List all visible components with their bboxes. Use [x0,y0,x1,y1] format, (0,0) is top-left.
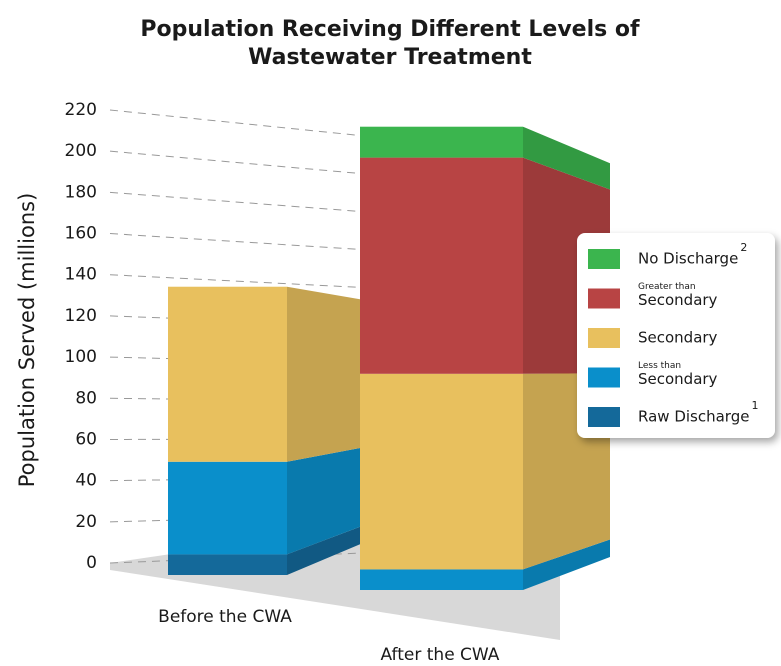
x-tick-label: Before the CWA [158,607,292,627]
y-tick-label: 80 [75,388,97,408]
y-axis-title: Population Served (millions) [15,193,39,488]
grid-line [109,191,591,230]
bar-side [523,539,610,590]
grid-line [109,233,591,265]
y-tick-label: 180 [65,182,97,202]
y-tick-label: 220 [65,100,97,120]
legend-label: Secondary [638,329,718,347]
legend-label: Raw Discharge [638,408,749,426]
legend-swatch [588,288,620,309]
legend-label: Secondary [638,291,718,309]
bar-side [287,286,360,462]
legend-footnote: 2 [740,241,747,254]
legend-swatch [588,407,620,427]
bar-side [523,126,610,190]
y-tick-label: 160 [65,224,97,244]
chart-title: Population Receiving Different Levels of [140,17,640,42]
bar-segment [168,461,287,555]
y-tick-label: 120 [65,306,97,326]
legend-swatch [588,249,620,269]
legend-label-small: Less than [638,361,681,371]
y-tick-label: 140 [65,265,97,285]
y-tick-label: 200 [65,141,97,161]
bar-segment [168,554,287,575]
bar-side [287,447,360,555]
y-tick-label: 60 [75,429,97,449]
legend-label: No Discharge [638,250,738,268]
bar-side [287,526,360,575]
legend-box [577,233,775,438]
legend-footnote: 1 [751,399,758,412]
bar-segment [360,157,523,374]
bar-segment [360,569,523,590]
legend-label-small: Greater than [638,282,696,292]
legend-label: Secondary [638,370,718,388]
grid-line [109,543,591,564]
x-tick-label: After the CWA [381,645,500,665]
y-tick-label: 0 [86,553,97,573]
bar-segment [360,373,523,570]
chart-title: Wastewater Treatment [248,45,532,70]
legend-swatch [588,367,620,388]
y-tick-label: 20 [75,512,97,532]
grid-line [109,274,591,300]
legend-swatch [588,328,620,348]
grid-line [109,109,591,160]
y-tick-label: 40 [75,471,97,491]
y-tick-label: 100 [65,347,97,367]
grid-line [109,150,591,195]
bar-segment [168,286,287,462]
bar-segment [360,126,523,158]
